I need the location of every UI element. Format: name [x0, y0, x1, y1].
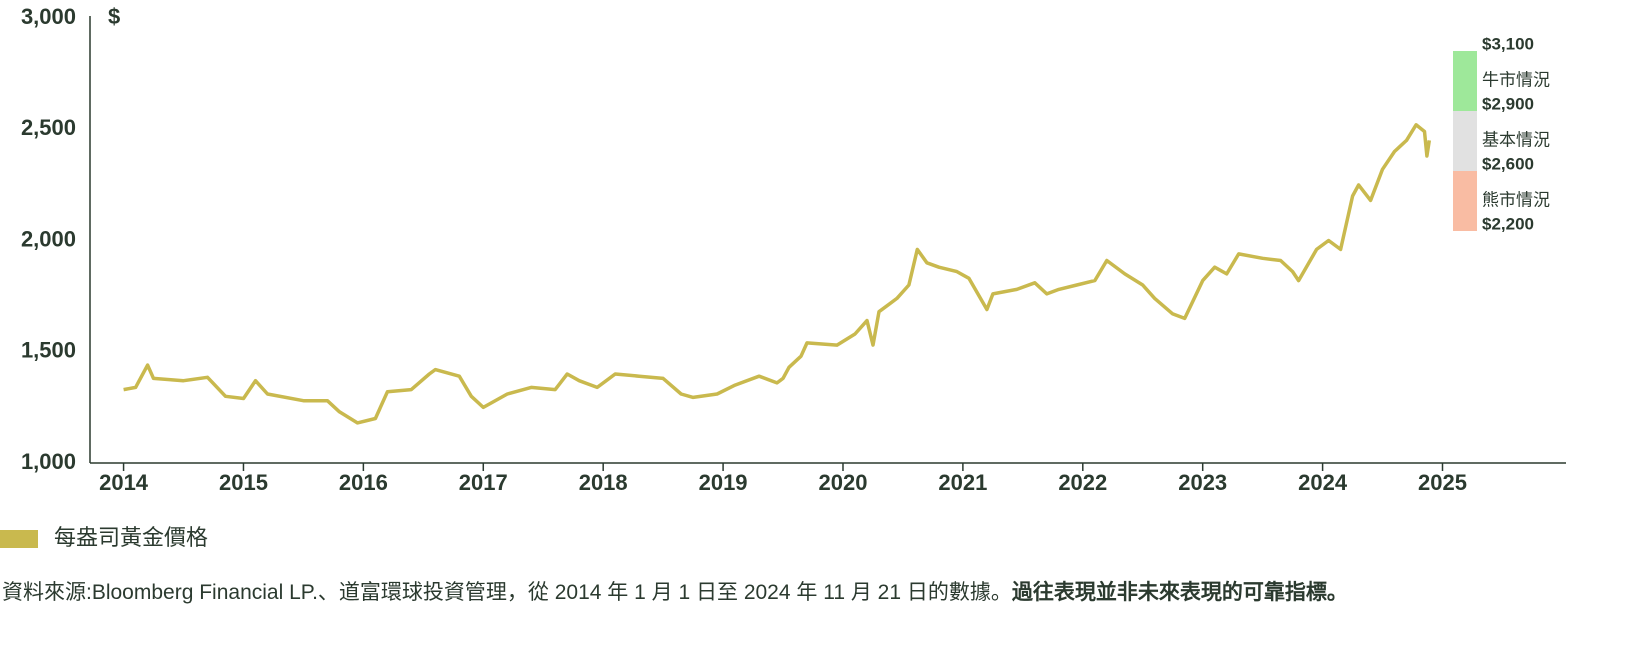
scenario-name: 熊市情況: [1482, 190, 1550, 209]
y-tick-label: 2,000: [21, 226, 76, 251]
x-tick-label: 2024: [1298, 470, 1348, 495]
x-tick-label: 2014: [99, 470, 149, 495]
legend-swatch: [0, 530, 38, 548]
legend-label: 每盎司黃金價格: [54, 525, 208, 550]
scenario-bound: $2,600: [1482, 154, 1534, 173]
x-tick-label: 2021: [938, 470, 987, 495]
chart: $ 每盎司黃金價格 1,000 1,500 2,000 2,500 3,000 2014 2…: [0, 4, 1566, 550]
scenario-block: [1453, 111, 1477, 171]
scenario-block: [1453, 171, 1477, 231]
x-tick-label: 2016: [339, 470, 388, 495]
x-tick-label: 2022: [1058, 470, 1107, 495]
y-unit: $: [108, 4, 120, 29]
scenario-name: 牛市情況: [1482, 70, 1550, 89]
footnote-bold: 過往表現並非未來表現的可靠指標。: [1011, 581, 1348, 604]
y-tick-label: 1,000: [21, 449, 76, 474]
price-line: [123, 123, 1432, 425]
x-tick-label: 2018: [579, 470, 628, 495]
x-tick-label: 2017: [459, 470, 508, 495]
scenario-bound: $3,100: [1482, 34, 1534, 53]
x-tick-label: 2019: [699, 470, 748, 495]
scenario-bound: $2,200: [1482, 214, 1534, 233]
y-tick-label: 3,000: [21, 4, 76, 29]
footnote-text: 資料來源:Bloomberg Financial LP.、道富環球投資管理，從 …: [2, 581, 1012, 604]
x-tick-label: 2025: [1418, 470, 1467, 495]
x-tick-label: 2020: [819, 470, 868, 495]
y-tick-label: 1,500: [21, 338, 76, 363]
scenario-block: [1453, 51, 1477, 111]
footnote: 資料來源:Bloomberg Financial LP.、道富環球投資管理，從 …: [2, 578, 1542, 607]
x-tick-label: 2015: [219, 470, 268, 495]
y-tick-label: 2,500: [21, 115, 76, 140]
scenario-bound: $2,900: [1482, 94, 1534, 113]
x-tick-label: 2023: [1178, 470, 1227, 495]
scenario-name: 基本情況: [1482, 130, 1550, 149]
